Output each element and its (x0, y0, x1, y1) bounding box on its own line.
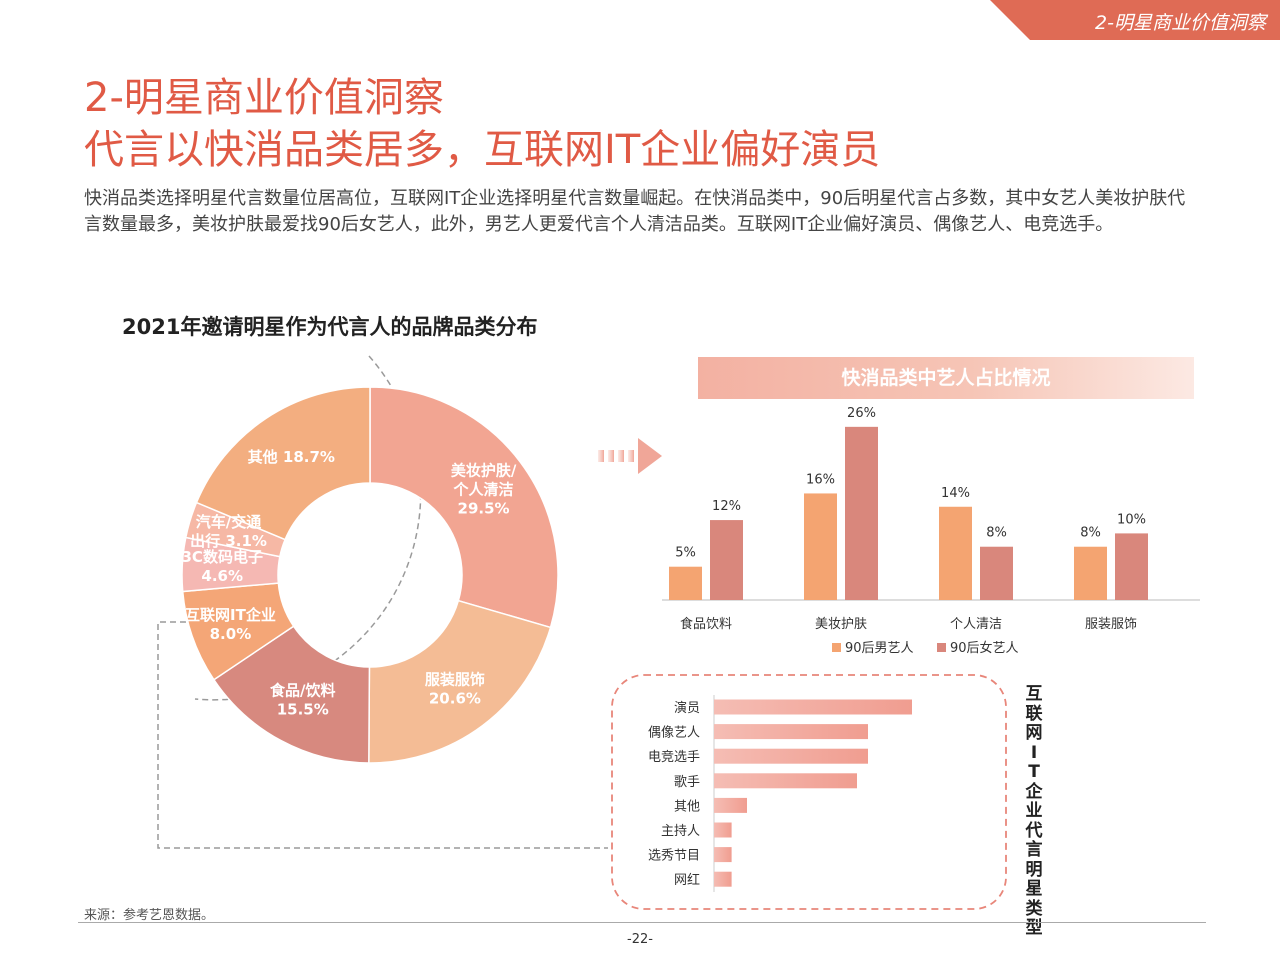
hbar (714, 724, 868, 740)
category-label: 食品饮料 (680, 616, 732, 632)
category-label: 美妆护肤 (815, 617, 867, 632)
category-label: 服装服饰 (1085, 617, 1137, 632)
page-subtitle: 代言以快消品类居多，互联网IT企业偏好演员 (84, 127, 881, 173)
hbar (714, 773, 857, 789)
corner-tag (990, 0, 1280, 40)
hbar-category-label: 偶像艺人 (648, 726, 700, 741)
hbar (714, 822, 732, 838)
bar-value-label: 8% (986, 526, 1007, 541)
donut-slice (368, 599, 552, 764)
donut-slice (195, 386, 371, 541)
legend-label: 90后女艺人 (950, 640, 1019, 656)
hbar (714, 797, 747, 813)
hbar (714, 748, 868, 764)
page-title: 2-明星商业价值洞察 (84, 75, 444, 121)
bar (804, 493, 837, 600)
donut-slice-label: 互联网IT企业 8.0% (185, 606, 276, 643)
arrow-icon (598, 438, 662, 474)
hbar-category-label: 歌手 (674, 775, 700, 790)
bar (669, 566, 702, 600)
legend-label: 90后男艺人 (845, 641, 914, 656)
donut-slice-label: 3C数码电子 4.6% (182, 548, 263, 585)
donut-slice-label: 食品/饮料 15.5% (270, 682, 335, 719)
bar-value-label: 14% (941, 486, 970, 501)
bar-value-label: 5% (675, 546, 696, 561)
donut-slice (212, 625, 371, 764)
page-description: 快消品类选择明星代言数量位居高位，互联网IT企业选择明星代言数量崛起。在快消品类… (84, 188, 1186, 235)
bar (1115, 533, 1148, 600)
hbar (714, 847, 732, 863)
category-label: 个人清洁 (950, 617, 1002, 632)
hbar (714, 871, 732, 887)
bar-value-label: 8% (1080, 526, 1101, 541)
donut-chart-title: 2021年邀请明星作为代言人的品牌品类分布 (122, 315, 538, 339)
bar-value-label: 16% (806, 472, 835, 487)
bar (939, 506, 972, 600)
bar (710, 520, 743, 600)
hbar-category-label: 其他 (674, 799, 700, 814)
hbar-category-label: 演员 (674, 700, 700, 716)
legend-swatch (832, 643, 841, 652)
hbar-category-label: 主持人 (661, 824, 700, 839)
donut-slice-label: 其他 18.7% (248, 448, 335, 466)
bar-value-label: 26% (847, 406, 876, 421)
bar (980, 546, 1013, 600)
bar-value-label: 12% (712, 499, 741, 514)
donut-slice-label: 美妆护肤/个人清洁 29.5% (451, 462, 517, 518)
page-number: -22- (627, 932, 653, 947)
hbar-category-label: 电竞选手 (648, 749, 700, 765)
callout-bracket (157, 621, 608, 849)
hbar-category-label: 选秀节目 (648, 849, 700, 864)
donut-slice-label: 服装服饰 20.6% (425, 670, 485, 707)
legend-swatch (937, 643, 946, 652)
bar (845, 426, 878, 600)
hbar-category-label: 网红 (674, 872, 700, 888)
hbar (714, 699, 912, 715)
donut-slice-label: 汽车/交通出行 3.1% (190, 513, 267, 550)
bar (1074, 546, 1107, 600)
footer-divider (78, 922, 1206, 923)
donut-slice (369, 386, 559, 629)
corner-tag-label: 2-明星商业价值洞察 (1095, 12, 1266, 34)
bar-value-label: 10% (1117, 512, 1146, 527)
source-note: 来源：参考艺恩数据。 (84, 908, 215, 923)
bar-chart-title: 快消品类中艺人占比情况 (698, 357, 1194, 399)
